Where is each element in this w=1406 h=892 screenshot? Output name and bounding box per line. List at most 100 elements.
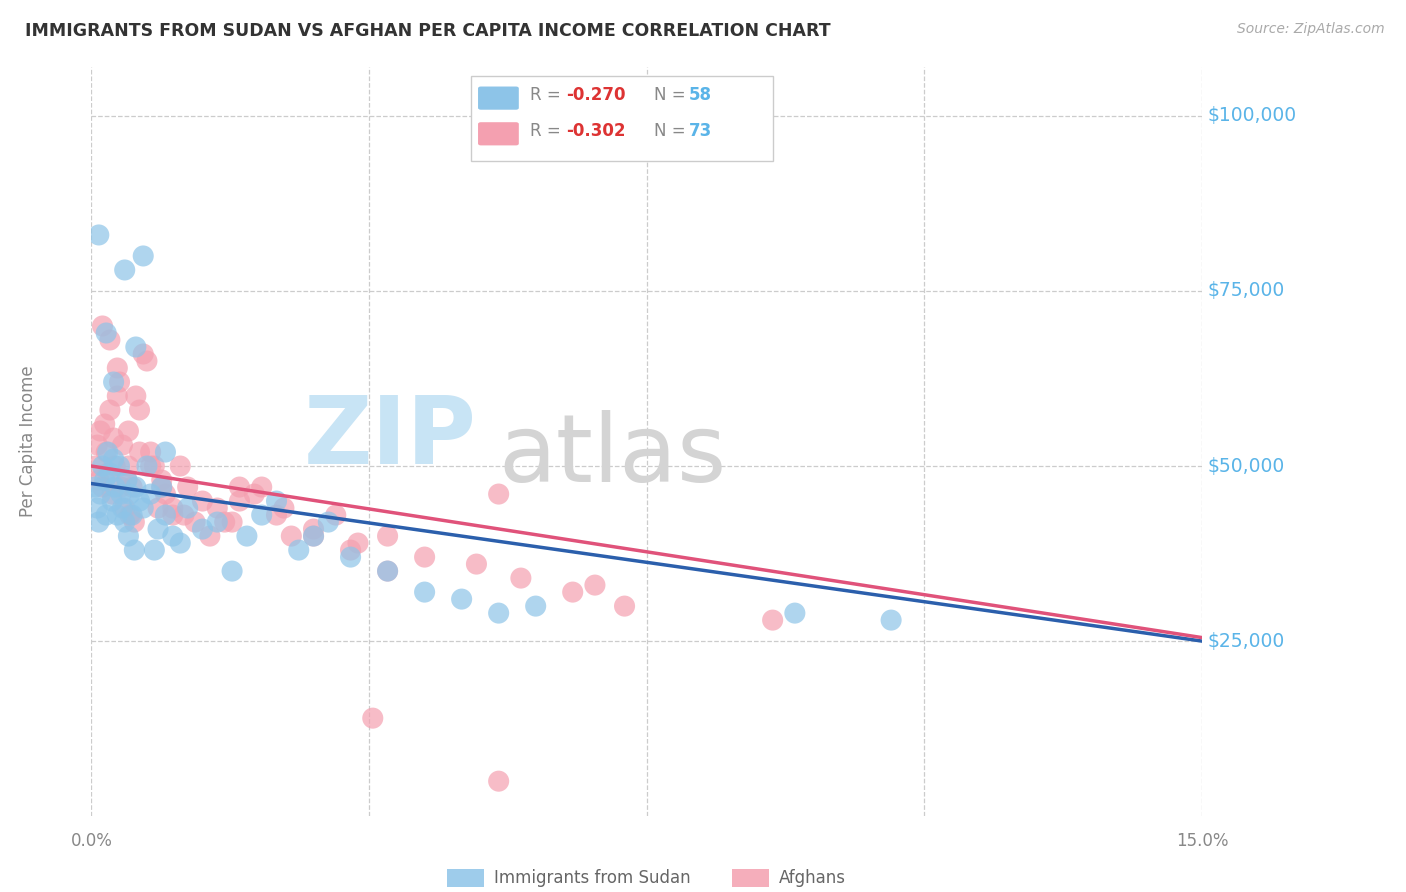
- Point: [115, 473, 138, 487]
- Point: [509, 571, 531, 585]
- Point: [302, 522, 325, 536]
- Point: [104, 458, 127, 473]
- Point: [86, 501, 108, 516]
- Point: [377, 564, 399, 578]
- Point: [117, 424, 139, 438]
- Point: [117, 529, 139, 543]
- Point: [96, 326, 118, 340]
- Point: [583, 578, 606, 592]
- Point: [98, 466, 121, 480]
- Point: [150, 480, 173, 494]
- Point: [228, 494, 250, 508]
- Point: [347, 536, 370, 550]
- Point: [176, 480, 198, 494]
- Point: [97, 466, 120, 480]
- Point: [143, 458, 166, 473]
- Point: [132, 501, 155, 516]
- Point: [108, 458, 131, 473]
- Point: [117, 458, 139, 473]
- Point: [98, 333, 121, 347]
- Text: 73: 73: [689, 122, 713, 140]
- Text: R =: R =: [530, 122, 567, 140]
- Point: [111, 501, 134, 516]
- Point: [413, 550, 436, 565]
- Point: [173, 508, 195, 522]
- Text: Per Capita Income: Per Capita Income: [20, 366, 37, 517]
- Point: [155, 487, 177, 501]
- Text: ZIP: ZIP: [304, 392, 477, 484]
- Point: [87, 515, 110, 529]
- Point: [228, 480, 250, 494]
- Point: [139, 445, 162, 459]
- Point: [243, 487, 266, 501]
- Point: [361, 711, 384, 725]
- Point: [114, 263, 136, 277]
- Point: [121, 508, 143, 522]
- Point: [250, 480, 273, 494]
- Point: [97, 445, 120, 459]
- Text: $100,000: $100,000: [1208, 106, 1296, 126]
- Point: [96, 445, 118, 459]
- Point: [89, 424, 111, 438]
- Point: [162, 501, 184, 516]
- Point: [162, 508, 184, 522]
- Legend: Immigrants from Sudan, Afghans: Immigrants from Sudan, Afghans: [440, 862, 853, 892]
- Point: [103, 452, 125, 467]
- Point: [101, 494, 124, 508]
- Point: [124, 515, 146, 529]
- Point: [465, 557, 488, 571]
- Point: [105, 361, 128, 376]
- Text: Source: ZipAtlas.com: Source: ZipAtlas.com: [1237, 22, 1385, 37]
- Point: [762, 613, 785, 627]
- Point: [115, 473, 138, 487]
- Point: [191, 522, 214, 536]
- Text: atlas: atlas: [499, 409, 727, 501]
- Point: [155, 445, 177, 459]
- Point: [302, 529, 325, 543]
- Point: [176, 501, 198, 516]
- Point: [146, 501, 169, 516]
- Point: [207, 501, 229, 516]
- Point: [184, 515, 207, 529]
- Point: [108, 375, 131, 389]
- Point: [150, 480, 173, 494]
- Point: [87, 473, 110, 487]
- Text: $75,000: $75,000: [1208, 282, 1285, 301]
- Point: [880, 613, 903, 627]
- Point: [105, 389, 128, 403]
- Point: [110, 487, 132, 501]
- Point: [105, 508, 128, 522]
- Text: 0.0%: 0.0%: [70, 832, 112, 850]
- Text: N =: N =: [654, 87, 690, 104]
- Point: [783, 606, 806, 620]
- Point: [413, 585, 436, 599]
- Point: [150, 473, 173, 487]
- Point: [318, 515, 340, 529]
- Point: [377, 564, 399, 578]
- Point: [169, 458, 191, 473]
- Text: $25,000: $25,000: [1208, 632, 1285, 650]
- Point: [121, 480, 143, 494]
- Point: [488, 774, 510, 789]
- Text: 58: 58: [689, 87, 711, 104]
- Point: [488, 606, 510, 620]
- Point: [84, 480, 107, 494]
- Point: [96, 508, 118, 522]
- Text: $50,000: $50,000: [1208, 457, 1285, 475]
- Point: [524, 599, 547, 613]
- Point: [101, 487, 124, 501]
- Point: [114, 515, 136, 529]
- Point: [139, 458, 162, 473]
- Point: [377, 529, 399, 543]
- Point: [91, 458, 114, 473]
- Point: [93, 473, 115, 487]
- Point: [339, 543, 361, 558]
- Point: [103, 375, 125, 389]
- Point: [155, 508, 177, 522]
- Point: [132, 249, 155, 263]
- Point: [84, 458, 107, 473]
- Point: [128, 445, 150, 459]
- Point: [114, 501, 136, 516]
- Point: [146, 522, 169, 536]
- Text: -0.270: -0.270: [567, 87, 626, 104]
